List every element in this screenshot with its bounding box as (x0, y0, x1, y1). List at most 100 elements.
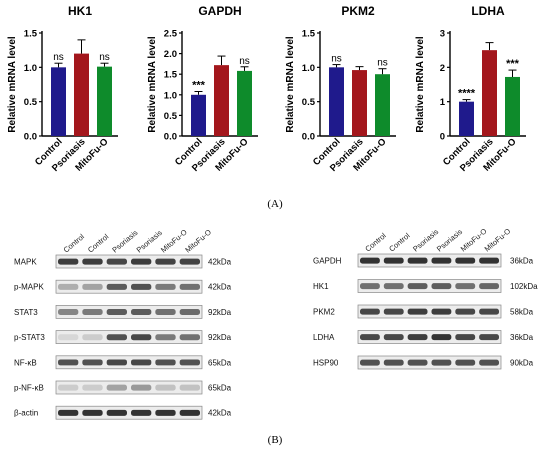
blot-row: HSP90 90kDa (313, 355, 534, 370)
band (479, 257, 499, 264)
band (455, 283, 476, 290)
blot-strip (357, 330, 502, 344)
protein-label: p-MAPK (14, 283, 44, 292)
y-tick-label: 0.0 (302, 132, 315, 143)
band (82, 283, 103, 290)
significance-label: *** (192, 80, 206, 92)
bar-mitofu-o (97, 66, 112, 136)
y-tick-label: 0.5 (24, 97, 38, 108)
band (58, 384, 79, 391)
y-tick-label: 0.0 (24, 132, 37, 143)
bar-psoriasis (74, 53, 89, 136)
molecular-weight-label: 65kDa (208, 384, 232, 393)
band (407, 334, 428, 341)
bar-control (459, 101, 474, 136)
protein-label: MAPK (14, 258, 37, 267)
bar-mitofu-o (505, 76, 520, 136)
band (431, 257, 452, 264)
blot-row: STAT3 92kDa (14, 305, 232, 319)
blot-row: LDHA 36kDa (313, 330, 534, 344)
blot-row: NF-κB 65kDa (14, 355, 232, 370)
lane-label: Psoriasis (110, 228, 139, 255)
blot-row: HK1 102kDa (313, 279, 538, 293)
panel-b-label: (B) (268, 434, 283, 446)
bar-mitofu-o (375, 74, 390, 136)
band (131, 258, 152, 265)
bar-psoriasis (352, 70, 367, 136)
band (155, 334, 176, 341)
band (58, 409, 79, 416)
blot-row: PKM2 58kDa (313, 304, 534, 319)
band (179, 258, 200, 265)
band (58, 283, 79, 290)
protein-label: LDHA (313, 333, 335, 342)
band (383, 359, 404, 366)
band (106, 384, 127, 391)
band (407, 308, 428, 315)
significance-label: ns (377, 58, 388, 69)
band (179, 309, 200, 316)
lane-label: Psoriasis (135, 228, 164, 255)
band (455, 308, 476, 315)
bar-psoriasis (214, 65, 229, 136)
band (82, 334, 103, 341)
band (155, 359, 176, 366)
band (106, 283, 127, 290)
band (179, 384, 200, 391)
band (155, 384, 176, 391)
significance-label: **** (458, 88, 476, 100)
molecular-weight-label: 36kDa (510, 333, 534, 342)
chart-title: PKM2 (341, 4, 375, 18)
lane-label: Control (86, 232, 111, 255)
band (58, 359, 79, 366)
y-tick-label: 0.0 (164, 132, 177, 143)
blot-row: p-STAT3 92kDa (14, 330, 232, 344)
bar-control (191, 94, 206, 136)
blot-row: MAPK 42kDa (14, 254, 232, 269)
band (407, 359, 428, 366)
band (155, 309, 176, 316)
y-tick-label: 1.0 (302, 63, 315, 74)
band (455, 359, 476, 366)
blot-row: GAPDH 36kDa (313, 253, 534, 268)
band (82, 384, 103, 391)
lane-label: Psoriasis (411, 227, 440, 254)
band (155, 258, 176, 265)
band (131, 384, 152, 391)
y-tick-label: 2 (440, 63, 445, 74)
lane-label: MitoFu-O (483, 226, 513, 253)
blot-strip (357, 253, 502, 268)
band (179, 283, 200, 290)
blot-row: p-MAPK 42kDa (14, 279, 232, 294)
band (407, 283, 428, 290)
western-blot-left: Control Control PsoriasisPsoriasisMitoFu-O… (14, 227, 232, 420)
band (383, 308, 404, 315)
blot-strip (55, 254, 203, 269)
band (360, 308, 380, 315)
bar-control (329, 67, 344, 136)
band (131, 359, 152, 366)
band (82, 258, 103, 265)
band (155, 409, 176, 416)
band (383, 257, 404, 264)
y-axis-label: Relative mRNA level (7, 36, 18, 133)
band (431, 308, 452, 315)
y-tick-label: 0.5 (302, 97, 316, 108)
chart-title: LDHA (471, 4, 505, 18)
band (58, 258, 79, 265)
y-axis-label: Relative mRNA level (285, 36, 296, 133)
blot-strip (357, 279, 502, 293)
band (383, 283, 404, 290)
y-tick-label: 1 (440, 97, 446, 108)
y-axis-label: Relative mRNA level (415, 36, 426, 133)
band (455, 334, 476, 341)
band (131, 283, 152, 290)
protein-label: HK1 (313, 282, 329, 291)
band (179, 409, 200, 416)
band (106, 309, 127, 316)
band (131, 409, 152, 416)
protein-label: HSP90 (313, 359, 339, 368)
